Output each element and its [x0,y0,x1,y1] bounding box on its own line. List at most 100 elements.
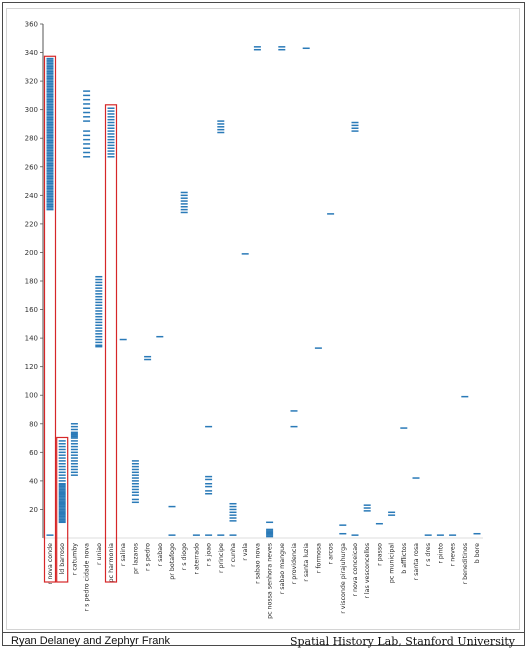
data-point [83,98,91,101]
data-point [461,395,469,398]
data-point [46,79,54,81]
y-tick-label: 320 [25,78,38,86]
data-point [131,498,139,501]
data-point [46,123,54,125]
data-point [46,161,54,163]
data-point [70,423,78,425]
data-point [46,176,54,178]
data-point [46,133,54,135]
category-label: r sabao nova [254,543,261,584]
data-point [46,125,54,127]
figure-frame [2,2,525,646]
y-tick-label: 100 [25,392,38,400]
data-point [192,534,200,536]
data-point [180,194,188,197]
data-point [46,185,54,188]
category-label: pc nossa senhora neves [267,543,274,619]
data-point [46,197,54,199]
data-point [46,189,54,191]
data-point [58,501,66,504]
data-point [363,507,371,509]
lab-credit: Spatial History Lab, Stanford University [289,635,515,648]
data-point [131,480,139,482]
data-point [205,478,213,481]
data-point [95,287,103,289]
data-point [278,48,286,51]
data-point [217,128,225,131]
data-point [107,121,115,124]
data-point [229,508,237,511]
data-point [131,460,139,462]
data-point [46,88,54,91]
data-point [70,457,78,459]
data-point [70,454,78,456]
category-label: pr lazaros [132,543,139,574]
data-point [180,191,188,194]
data-point [58,487,66,489]
data-point [351,534,359,536]
data-point [229,534,237,536]
data-point [83,120,91,122]
data-point [58,505,66,508]
category-label: r santa luzia [303,543,310,582]
data-point [266,530,274,532]
data-point [46,130,54,132]
data-point [58,500,66,502]
data-point [58,517,66,519]
category-label: r passo [376,543,383,566]
data-point [95,318,103,321]
data-point [58,454,66,456]
data-point [46,61,54,63]
data-point [46,184,54,186]
data-point [46,80,54,83]
data-point [58,451,66,454]
y-tick-label: 180 [25,278,38,286]
data-point [70,443,78,445]
data-point [46,120,54,122]
data-point [205,425,213,428]
data-point [95,313,103,315]
data-point [95,335,103,338]
data-point [107,133,115,135]
data-point [107,110,115,112]
data-point [58,498,66,501]
data-point [388,511,396,514]
data-point [241,253,249,255]
data-point [46,151,54,153]
data-point [46,84,54,86]
data-point [131,468,139,471]
data-point [46,180,54,183]
data-point [46,126,54,129]
data-point [46,182,54,185]
data-point [95,338,103,341]
data-point [70,434,78,436]
data-point [95,310,103,312]
category-label: pc municipal [389,543,396,583]
data-point [70,474,78,476]
data-point [290,410,298,412]
data-point [46,174,54,176]
category-label: r providencia [291,543,298,584]
data-point [46,148,54,150]
data-point [131,474,139,476]
category-label: b bore [474,543,481,563]
category-label: pc harmonia [108,543,115,583]
data-point [107,107,115,109]
data-point [229,505,237,508]
data-point [58,480,66,482]
data-point [70,471,78,474]
category-label: r aterrado [193,543,200,575]
data-point [46,113,54,116]
data-point [302,47,310,50]
data-point [70,440,78,442]
data-point [46,66,54,68]
data-point [83,90,91,92]
y-tick-label: 20 [29,506,38,514]
data-point [46,139,54,142]
data-point [253,48,261,51]
data-point [131,494,139,496]
data-point [107,127,115,129]
data-point [351,127,359,129]
data-point [180,206,188,208]
data-point [70,460,78,462]
